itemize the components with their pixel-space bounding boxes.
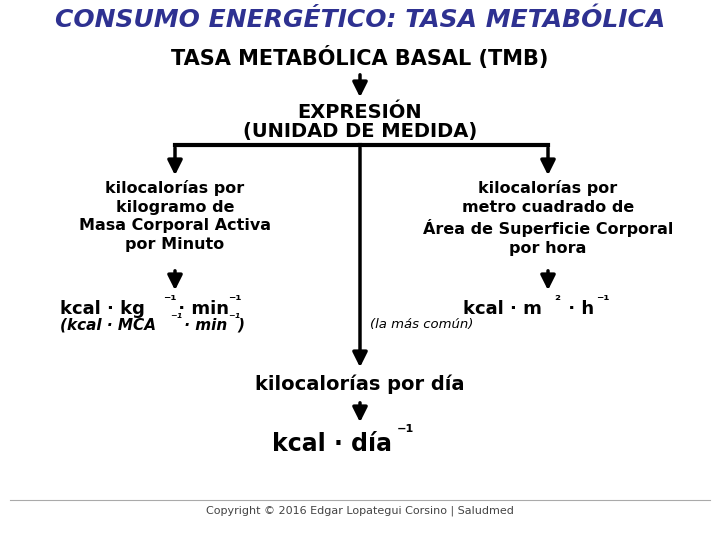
Text: kilocalorías por día: kilocalorías por día xyxy=(256,375,464,395)
Text: · h: · h xyxy=(562,300,594,318)
Text: kilocalorías por
kilogramo de
Masa Corporal Activa
por Minuto: kilocalorías por kilogramo de Masa Corpo… xyxy=(79,180,271,252)
Text: ²: ² xyxy=(554,294,560,308)
Text: (UNIDAD DE MEDIDA): (UNIDAD DE MEDIDA) xyxy=(243,122,477,141)
Text: · min: · min xyxy=(179,318,228,333)
Text: TASA METABÓLICA BASAL (TMB): TASA METABÓLICA BASAL (TMB) xyxy=(171,46,549,69)
Text: ⁻¹: ⁻¹ xyxy=(596,294,610,308)
Text: ): ) xyxy=(237,318,244,333)
Text: kcal · kg: kcal · kg xyxy=(60,300,145,318)
Text: ⁻¹: ⁻¹ xyxy=(397,424,415,442)
Text: kcal · día: kcal · día xyxy=(272,432,392,456)
Text: (kcal · MCA: (kcal · MCA xyxy=(60,318,156,333)
Text: (la más común): (la más común) xyxy=(370,318,473,331)
Text: Copyright © 2016 Edgar Lopategui Corsino | Saludmed: Copyright © 2016 Edgar Lopategui Corsino… xyxy=(206,505,514,516)
Text: ⁻¹: ⁻¹ xyxy=(228,294,241,308)
Text: kcal · m: kcal · m xyxy=(463,300,542,318)
Text: ⁻¹: ⁻¹ xyxy=(163,294,176,308)
Text: CONSUMO ENERGÉTICO: TASA METABÓLICA: CONSUMO ENERGÉTICO: TASA METABÓLICA xyxy=(55,8,665,32)
Text: ⁻¹: ⁻¹ xyxy=(228,312,240,325)
Text: EXPRESIÓN: EXPRESIÓN xyxy=(297,103,423,122)
Text: kilocalorías por
metro cuadrado de
Área de Superficie Corporal
por hora: kilocalorías por metro cuadrado de Área … xyxy=(423,180,673,256)
Text: · min: · min xyxy=(172,300,229,318)
Text: ⁻¹: ⁻¹ xyxy=(170,312,182,325)
